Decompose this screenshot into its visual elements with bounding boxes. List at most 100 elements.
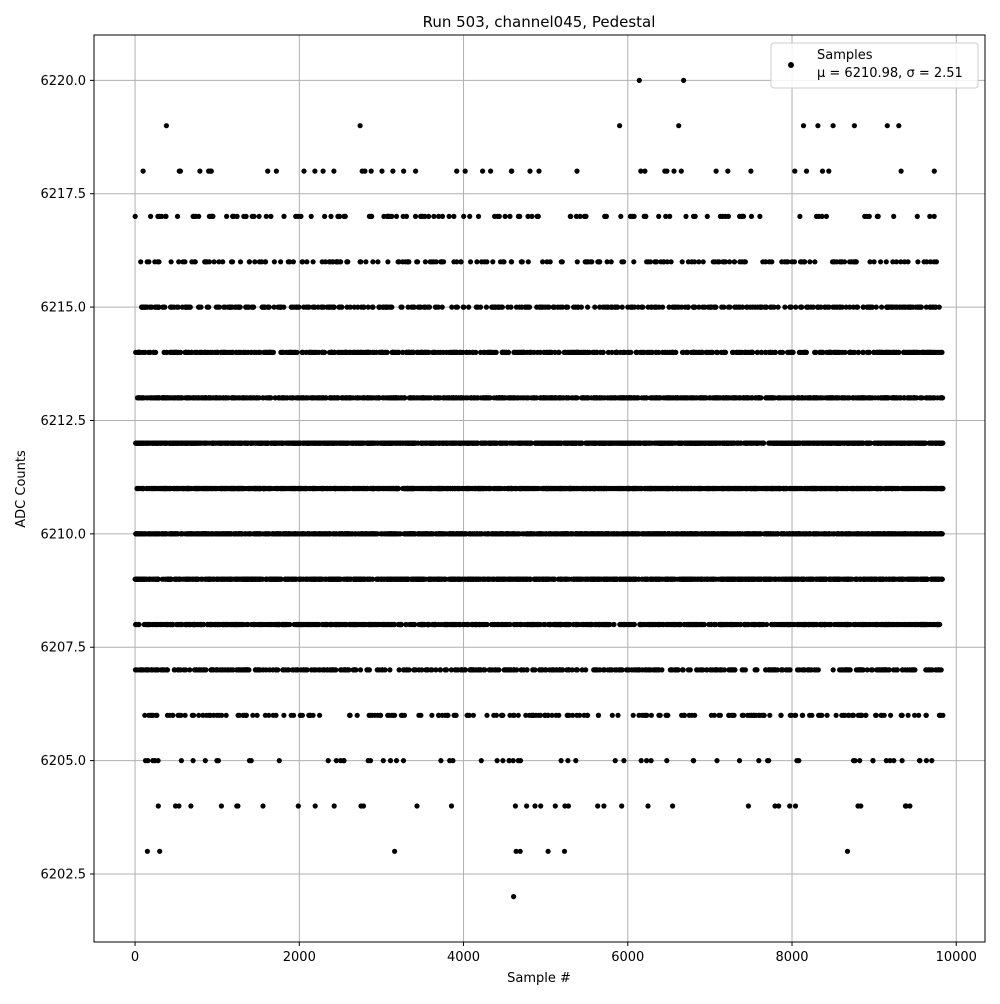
data-point xyxy=(562,849,567,854)
data-point xyxy=(556,713,561,718)
data-point xyxy=(912,577,917,582)
data-point xyxy=(427,577,432,582)
data-point xyxy=(140,531,145,536)
data-point xyxy=(607,622,612,627)
data-point xyxy=(263,713,268,718)
data-point xyxy=(913,531,918,536)
data-point xyxy=(900,758,905,763)
data-point xyxy=(540,667,545,672)
data-point xyxy=(544,577,549,582)
data-point xyxy=(314,531,319,536)
data-point xyxy=(154,667,159,672)
data-point xyxy=(772,803,777,808)
data-point xyxy=(511,758,516,763)
data-point xyxy=(429,713,434,718)
data-point xyxy=(505,667,510,672)
data-point xyxy=(887,667,892,672)
data-point xyxy=(656,622,661,627)
data-point xyxy=(744,577,749,582)
data-point xyxy=(518,622,523,627)
data-point xyxy=(558,667,563,672)
data-point xyxy=(584,622,589,627)
data-point xyxy=(906,577,911,582)
data-point xyxy=(191,622,196,627)
data-point xyxy=(844,667,849,672)
data-point xyxy=(792,713,797,718)
data-point xyxy=(191,758,196,763)
data-point xyxy=(888,713,893,718)
data-point xyxy=(197,667,202,672)
data-point xyxy=(805,667,810,672)
data-point xyxy=(900,667,905,672)
data-point xyxy=(176,667,181,672)
data-point xyxy=(334,622,339,627)
data-point xyxy=(465,622,470,627)
data-point xyxy=(935,622,940,627)
data-point xyxy=(632,622,637,627)
data-point xyxy=(192,667,197,672)
data-point xyxy=(632,667,637,672)
data-point xyxy=(919,577,924,582)
data-point xyxy=(845,622,850,627)
data-point xyxy=(491,577,496,582)
data-point xyxy=(343,622,348,627)
data-point xyxy=(917,758,922,763)
data-point xyxy=(417,531,422,536)
data-point xyxy=(245,622,250,627)
data-point xyxy=(793,577,798,582)
data-point xyxy=(366,667,371,672)
data-point xyxy=(553,803,558,808)
data-point xyxy=(584,577,589,582)
data-point xyxy=(809,713,814,718)
data-point xyxy=(156,531,161,536)
data-point xyxy=(807,531,812,536)
data-point xyxy=(500,577,505,582)
data-point xyxy=(601,803,606,808)
data-point xyxy=(268,622,273,627)
data-point xyxy=(890,622,895,627)
data-point xyxy=(638,622,643,627)
data-point xyxy=(281,713,286,718)
data-point xyxy=(800,713,805,718)
data-point xyxy=(832,622,837,627)
data-point xyxy=(178,713,183,718)
data-point xyxy=(860,531,865,536)
data-point xyxy=(767,667,772,672)
data-point xyxy=(880,622,885,627)
data-point xyxy=(275,667,280,672)
data-point xyxy=(559,758,564,763)
data-point xyxy=(235,803,240,808)
data-point xyxy=(342,667,347,672)
data-point xyxy=(599,577,604,582)
data-point xyxy=(203,758,208,763)
data-point xyxy=(187,622,192,627)
data-point xyxy=(667,531,672,536)
data-point xyxy=(670,803,675,808)
data-point xyxy=(779,667,784,672)
data-point xyxy=(691,758,696,763)
data-point xyxy=(447,758,452,763)
data-point xyxy=(435,531,440,536)
data-point xyxy=(884,758,889,763)
data-point xyxy=(746,531,751,536)
data-point xyxy=(546,849,551,854)
data-point xyxy=(491,531,496,536)
data-point xyxy=(317,713,322,718)
data-point xyxy=(545,713,550,718)
data-point xyxy=(607,667,612,672)
data-point xyxy=(431,531,436,536)
data-point xyxy=(291,713,296,718)
data-point xyxy=(779,622,784,627)
data-point xyxy=(882,713,887,718)
data-point xyxy=(344,531,349,536)
data-point xyxy=(828,577,833,582)
data-point xyxy=(516,713,521,718)
data-point xyxy=(696,577,701,582)
data-point xyxy=(579,577,584,582)
data-point xyxy=(877,667,882,672)
data-point xyxy=(936,667,941,672)
data-point xyxy=(648,622,653,627)
data-point xyxy=(733,531,738,536)
data-point xyxy=(387,667,392,672)
data-point xyxy=(761,622,766,627)
